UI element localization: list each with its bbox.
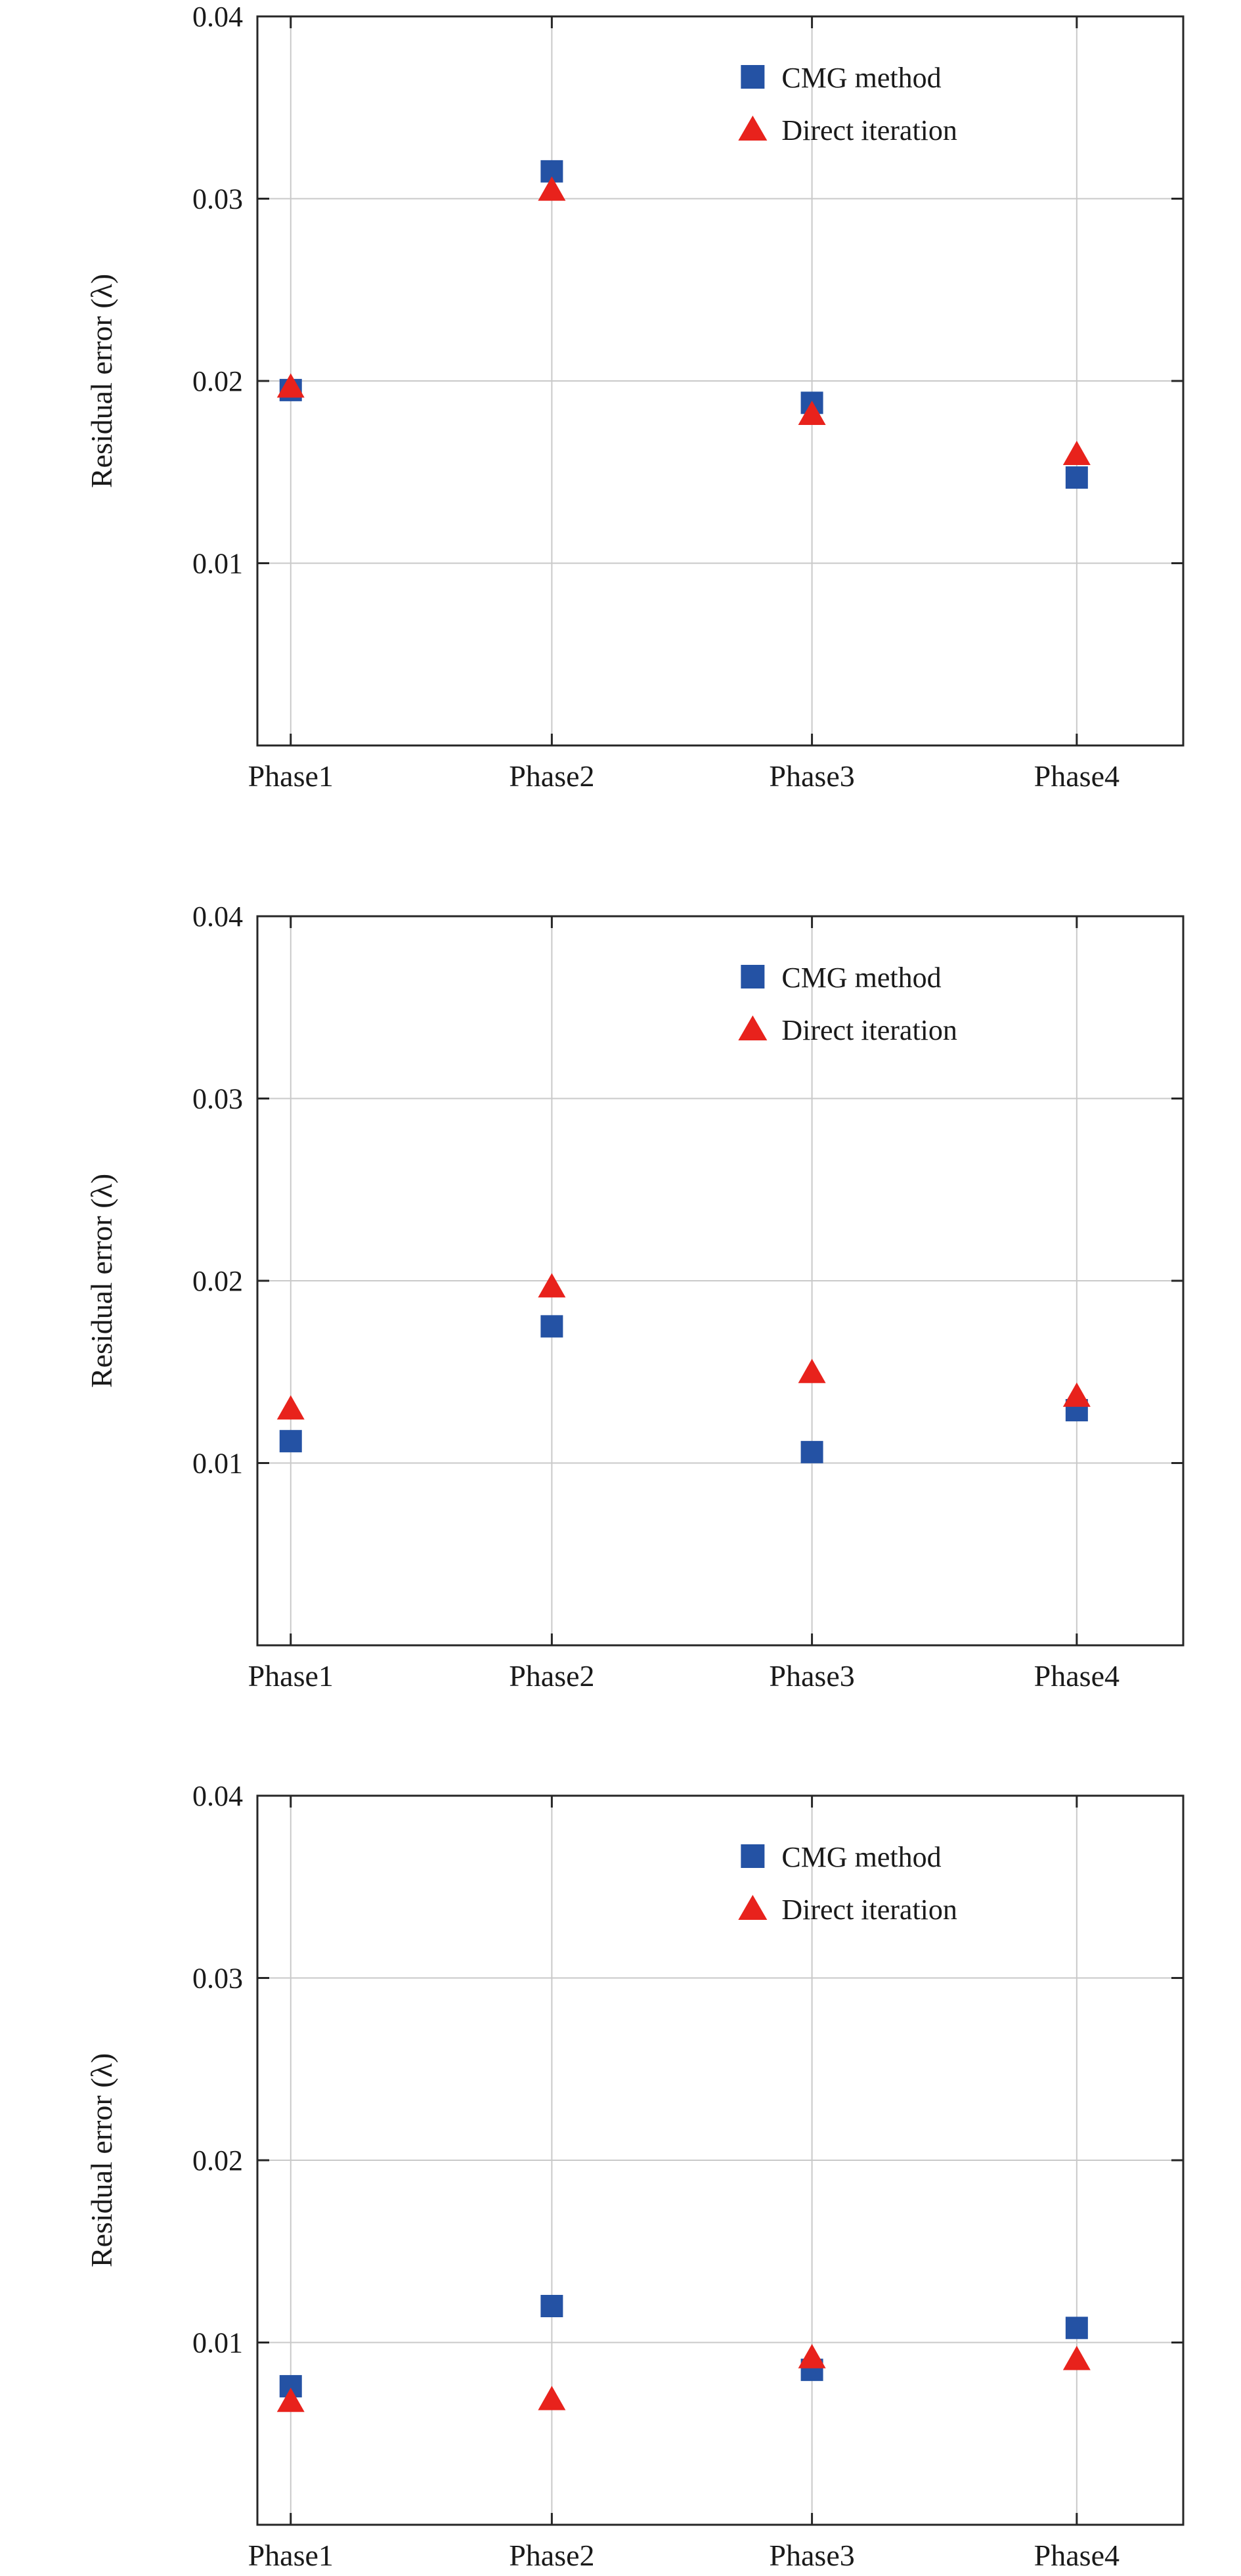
cmg-method-marker bbox=[800, 1440, 823, 1463]
x-tick-label: Phase4 bbox=[1034, 2539, 1120, 2572]
y-tick-label: 0.03 bbox=[192, 183, 243, 215]
direct-iteration-marker bbox=[538, 176, 566, 201]
x-tick-label: Phase2 bbox=[509, 759, 594, 793]
direct-iteration-marker bbox=[1062, 441, 1091, 465]
direct-iteration-marker bbox=[276, 373, 305, 398]
cmg-method-marker bbox=[1065, 466, 1088, 489]
direct-iteration-marker bbox=[1062, 2345, 1091, 2370]
legend-marker-square bbox=[741, 65, 765, 89]
legend-marker-triangle bbox=[738, 1895, 768, 1920]
y-tick-label: 0.01 bbox=[192, 548, 243, 580]
x-tick-label: Phase2 bbox=[509, 2539, 594, 2572]
x-tick-label: Phase3 bbox=[769, 759, 854, 793]
y-tick-label: 0.02 bbox=[192, 1265, 243, 1297]
x-tick-label: Phase1 bbox=[248, 759, 334, 793]
direct-iteration-marker bbox=[276, 2387, 305, 2412]
legend-label: Direct iteration bbox=[781, 1014, 957, 1046]
x-tick-label: Phase3 bbox=[769, 1659, 854, 1693]
direct-iteration-marker bbox=[276, 1395, 305, 1420]
legend-marker-square bbox=[741, 965, 765, 988]
direct-iteration-marker bbox=[538, 2386, 566, 2410]
y-axis-label: Residual error (λ) bbox=[85, 1174, 118, 1388]
y-tick-label: 0.04 bbox=[192, 900, 243, 933]
residual-error-chart-3: 0.01 0.02 0.03 0.04 Phase1 Phase2 Phase3 Phase4… bbox=[85, 1780, 1185, 2572]
y-tick-label: 0.04 bbox=[192, 1780, 243, 1812]
legend-label: Direct iteration bbox=[781, 1894, 957, 1926]
residual-error-panel-3: 0.01 0.02 0.03 0.04 Phase1 Phase2 Phase3 Phase4… bbox=[0, 1717, 1241, 2575]
y-axis-label: Residual error (λ) bbox=[85, 2053, 118, 2267]
direct-iteration-marker bbox=[798, 1358, 826, 1383]
x-tick-label: Phase2 bbox=[509, 1659, 594, 1693]
direct-iteration-marker bbox=[798, 400, 826, 425]
x-tick-label: Phase4 bbox=[1034, 759, 1120, 793]
cmg-method-marker bbox=[540, 2295, 563, 2317]
y-tick-label: 0.02 bbox=[192, 365, 243, 397]
cmg-method-marker bbox=[1065, 2317, 1088, 2340]
legend-label: CMG method bbox=[781, 962, 941, 994]
x-tick-label: Phase3 bbox=[769, 2539, 854, 2572]
x-tick-label: Phase1 bbox=[248, 2539, 334, 2572]
cmg-method-marker bbox=[279, 1430, 302, 1453]
legend-marker-triangle bbox=[738, 116, 768, 141]
y-axis-label: Residual error (λ) bbox=[85, 274, 118, 488]
residual-error-panel-1: 0.01 0.02 0.03 0.04 Phase1 Phase2 Phase3 Phase4… bbox=[0, 0, 1241, 858]
direct-iteration-marker bbox=[798, 2343, 826, 2368]
y-tick-label: 0.02 bbox=[192, 2144, 243, 2177]
y-tick-label: 0.03 bbox=[192, 1963, 243, 1995]
residual-error-panel-2: 0.01 0.02 0.03 0.04 Phase1 Phase2 Phase3 Phase4… bbox=[0, 858, 1241, 1717]
direct-iteration-marker bbox=[1062, 1382, 1091, 1407]
direct-iteration-marker bbox=[538, 1273, 566, 1298]
residual-error-chart-2: 0.01 0.02 0.03 0.04 Phase1 Phase2 Phase3 Phase4… bbox=[85, 900, 1185, 1693]
legend-marker-square bbox=[741, 1844, 765, 1868]
cmg-method-marker bbox=[540, 1315, 563, 1338]
y-tick-label: 0.01 bbox=[192, 2327, 243, 2359]
legend-label: CMG method bbox=[781, 62, 941, 94]
legend-label: CMG method bbox=[781, 1841, 941, 1873]
x-tick-label: Phase1 bbox=[248, 1659, 334, 1693]
residual-error-chart-1: 0.01 0.02 0.03 0.04 Phase1 Phase2 Phase3 Phase4… bbox=[85, 1, 1185, 793]
y-tick-label: 0.03 bbox=[192, 1083, 243, 1115]
legend-marker-triangle bbox=[738, 1015, 768, 1040]
y-tick-label: 0.04 bbox=[192, 1, 243, 33]
y-tick-label: 0.01 bbox=[192, 1448, 243, 1480]
legend-label: Direct iteration bbox=[781, 114, 957, 146]
x-tick-label: Phase4 bbox=[1034, 1659, 1120, 1693]
